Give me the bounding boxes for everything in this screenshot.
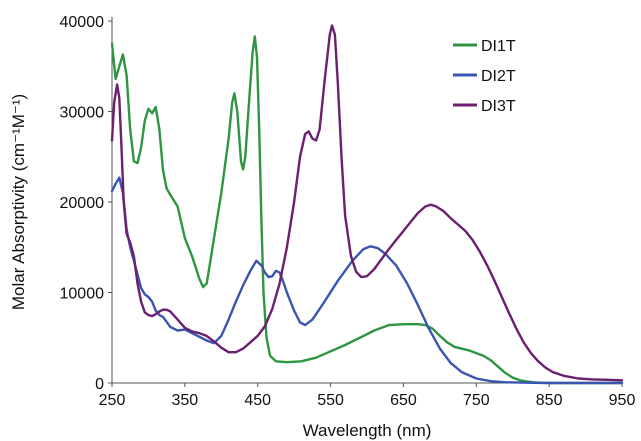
series-line-di2t xyxy=(110,176,624,385)
y-tick-label: 40000 xyxy=(60,14,105,31)
x-tick-label: 750 xyxy=(463,392,490,409)
legend-label-di1t: DI1T xyxy=(481,38,516,55)
axes: 250 350 450 550 650 750 850 950 0 10000 20000 30000… xyxy=(60,14,636,409)
x-tick-label: 350 xyxy=(172,392,199,409)
legend: DI1T DI2T DI3T xyxy=(453,38,516,115)
series-line-di3t xyxy=(110,24,624,382)
x-tick-label: 250 xyxy=(99,392,126,409)
y-tick-label: 10000 xyxy=(60,286,105,303)
legend-label-di2t: DI2T xyxy=(481,68,516,85)
y-tick-label: 20000 xyxy=(60,195,105,212)
y-axis-title: Molar Absorptivity (cm⁻¹M⁻¹) xyxy=(9,94,28,310)
x-tick-label: 850 xyxy=(536,392,563,409)
legend-label-di3t: DI3T xyxy=(481,98,516,115)
x-axis-title: Wavelength (nm) xyxy=(303,421,432,440)
y-tick-label: 30000 xyxy=(60,105,105,122)
x-tick-label: 950 xyxy=(609,392,636,409)
y-tick-label: 0 xyxy=(95,376,104,393)
plot-area xyxy=(110,24,624,385)
series-line-di1t xyxy=(110,35,624,385)
x-tick-label: 550 xyxy=(317,392,344,409)
x-tick-label: 450 xyxy=(244,392,271,409)
x-tick-label: 650 xyxy=(390,392,417,409)
